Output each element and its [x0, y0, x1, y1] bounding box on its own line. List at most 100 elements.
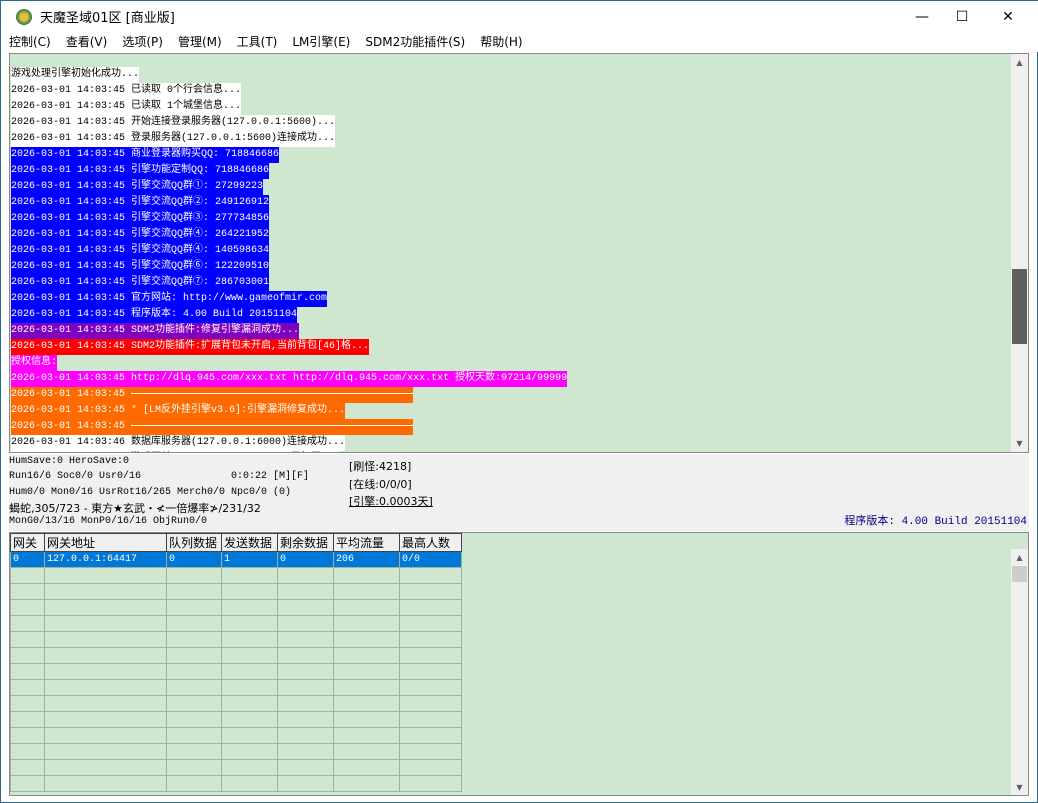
- table-cell: 0/0: [399, 551, 462, 568]
- table-row[interactable]: [10, 759, 462, 776]
- table-cell: [277, 663, 334, 680]
- table-cell: [221, 583, 278, 600]
- table-cell: [277, 759, 334, 776]
- menu-item[interactable]: 查看(V): [65, 35, 108, 49]
- table-row[interactable]: [10, 727, 462, 744]
- table-cell: [399, 583, 462, 600]
- log-scrollbar[interactable]: ▲ ▼: [1011, 54, 1028, 452]
- table-cell: [10, 631, 45, 648]
- log-text: 2026-03-01 14:03:45 已读取 0个行会信息...: [11, 85, 242, 96]
- table-cell: [277, 583, 334, 600]
- table-cell: [399, 615, 462, 632]
- run-status: Run16/6 Soc0/0 Usr0/16: [9, 471, 142, 482]
- log-line: 2026-03-01 14:03:46 数据库服务器(127.0.0.1:600…: [11, 435, 346, 451]
- table-cell: [166, 567, 222, 584]
- separator-line: [131, 392, 414, 394]
- log-line: 2026-03-01 14:03:45 登录服务器(127.0.0.1:5600…: [11, 131, 336, 147]
- minimize-button[interactable]: —: [915, 8, 929, 25]
- table-row[interactable]: [10, 743, 462, 760]
- log-text: 2026-03-01 14:03:45 引擎交流QQ群③: 277734856: [11, 213, 270, 224]
- menu-item[interactable]: 工具(T): [236, 35, 278, 49]
- menu-item[interactable]: SDM2功能插件(S): [365, 35, 466, 49]
- table-cell: [10, 599, 45, 616]
- column-header[interactable]: 发送数据: [221, 533, 278, 552]
- table-row[interactable]: [10, 599, 462, 616]
- table-cell: [44, 583, 167, 600]
- maximize-button[interactable]: ☐: [955, 8, 969, 25]
- table-cell: [166, 679, 222, 696]
- scroll-up-icon[interactable]: ▲: [1016, 58, 1023, 67]
- close-button[interactable]: ✕: [1002, 8, 1014, 25]
- save-status: HumSave:0 HeroSave:0: [9, 456, 130, 467]
- table-row[interactable]: [10, 695, 462, 712]
- log-text: 2026-03-01 14:03:45 登录服务器(127.0.0.1:5600…: [11, 133, 336, 144]
- scroll-down-icon[interactable]: ▼: [1016, 439, 1023, 448]
- table-cell: [44, 679, 167, 696]
- table-cell: [44, 631, 167, 648]
- table-cell: 0: [166, 551, 222, 568]
- table-row[interactable]: [10, 775, 462, 792]
- table-cell: [333, 663, 400, 680]
- engine-days-link[interactable]: [引擎:0.0003天]: [349, 495, 433, 508]
- table-cell: [333, 615, 400, 632]
- log-line: 授权信息:: [11, 355, 58, 371]
- scroll-thumb[interactable]: [1012, 269, 1027, 344]
- table-row[interactable]: [10, 567, 462, 584]
- table-cell: [44, 775, 167, 792]
- table-cell: [221, 679, 278, 696]
- column-header[interactable]: 队列数据: [166, 533, 222, 552]
- log-panel: 游戏处理引擎初始化成功... 2026-03-01 14:03:45 已读取 0个…: [9, 53, 1029, 453]
- monster-status: MonG0/13/16 MonP0/16/16 ObjRun0/0: [9, 516, 208, 527]
- status-panel: HumSave:0 HeroSave:0 Run16/6 Soc0/0 Usr0…: [9, 454, 1029, 531]
- table-cell: 127.0.0.1:64417: [44, 551, 167, 568]
- table-cell: [221, 759, 278, 776]
- table-cell: [221, 631, 278, 648]
- table-cell: [44, 695, 167, 712]
- scroll-thumb[interactable]: [1012, 566, 1027, 582]
- log-text: 2026-03-01 14:03:45: [11, 389, 132, 400]
- table-row[interactable]: [10, 679, 462, 696]
- table-cell: [333, 679, 400, 696]
- table-cell: [10, 647, 45, 664]
- scroll-up-icon[interactable]: ▲: [1016, 553, 1023, 562]
- table-cell: [399, 599, 462, 616]
- column-header[interactable]: 平均流量: [333, 533, 400, 552]
- log-text: 授权信息:: [11, 357, 58, 368]
- app-icon: [16, 8, 32, 25]
- grid-scrollbar[interactable]: ▲ ▼: [1011, 549, 1028, 795]
- column-header[interactable]: 网关地址: [44, 533, 167, 552]
- table-cell: [166, 663, 222, 680]
- log-text: 游戏处理引擎初始化成功...: [11, 69, 140, 80]
- table-row[interactable]: [10, 615, 462, 632]
- table-row[interactable]: [10, 711, 462, 728]
- table-row[interactable]: [10, 663, 462, 680]
- window-title: 天魔圣域01区 [商业版]: [40, 11, 175, 26]
- uptime: 0:0:22 [M][F]: [231, 471, 310, 482]
- menu-item[interactable]: 控制(C): [9, 35, 51, 49]
- table-row[interactable]: [10, 631, 462, 648]
- menu-item[interactable]: 管理(M): [177, 35, 222, 49]
- table-cell: [333, 647, 400, 664]
- log-text: 2026-03-01 14:03:45 SDM2功能插件:扩展背包未开启,当前背…: [11, 341, 370, 352]
- table-cell: [333, 727, 400, 744]
- table-cell: [10, 567, 45, 584]
- scroll-down-icon[interactable]: ▼: [1016, 783, 1023, 792]
- log-text: 2026-03-01 14:03:45: [11, 421, 132, 432]
- table-cell: [399, 743, 462, 760]
- column-header[interactable]: 网关: [10, 533, 45, 552]
- table-row[interactable]: [10, 647, 462, 664]
- menu-item[interactable]: 帮助(H): [480, 35, 523, 49]
- table-row[interactable]: [10, 583, 462, 600]
- menu-item[interactable]: LM引擎(E): [292, 35, 351, 49]
- table-cell: [399, 679, 462, 696]
- table-row[interactable]: 0 127.0.0.1:64417 0 1 0 206 0/0: [10, 551, 462, 568]
- table-cell: [333, 743, 400, 760]
- column-header[interactable]: 剩余数据: [277, 533, 334, 552]
- table-cell: [399, 775, 462, 792]
- column-header[interactable]: 最高人数: [399, 533, 462, 552]
- table-cell: [221, 711, 278, 728]
- table-cell: [10, 743, 45, 760]
- table-cell: [44, 663, 167, 680]
- log-text: 2026-03-01 14:03:45 * [LM反外挂引擎v3.6]:引擎漏洞…: [11, 405, 346, 416]
- menu-item[interactable]: 选项(P): [122, 35, 163, 49]
